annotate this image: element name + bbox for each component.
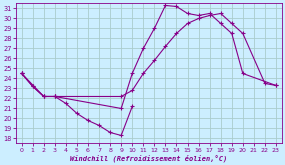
X-axis label: Windchill (Refroidissement éolien,°C): Windchill (Refroidissement éolien,°C) (70, 154, 227, 162)
